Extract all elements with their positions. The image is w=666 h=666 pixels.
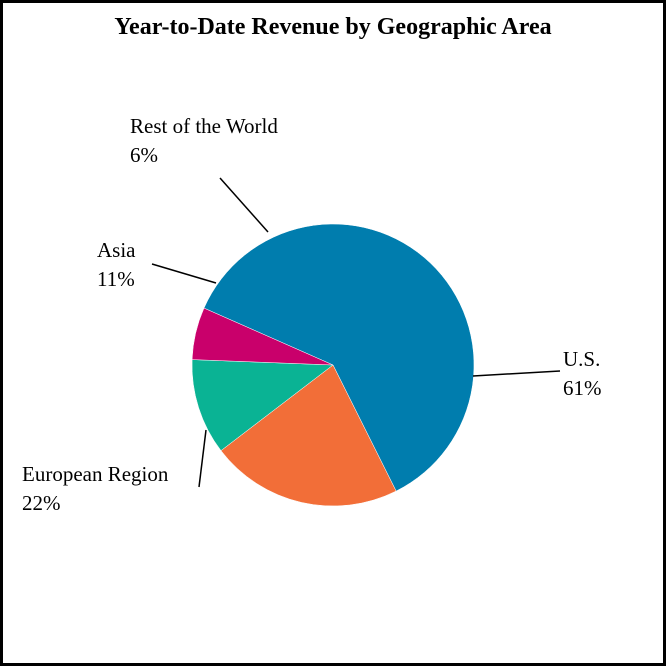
slice-value-asia: 11% xyxy=(97,267,135,291)
slice-value-european-region: 22% xyxy=(22,491,61,515)
pie-slice-asia xyxy=(191,359,334,451)
slice-label-european-region: European Region xyxy=(22,462,169,486)
leader-line-u-s xyxy=(472,370,561,377)
leader-lines xyxy=(151,177,561,488)
leader-line-asia xyxy=(151,263,217,284)
slice-label-rest-of-the-world: Rest of the World xyxy=(130,114,278,138)
chart-title: Year-to-Date Revenue by Geographic Area xyxy=(114,14,552,40)
slice-value-rest-of-the-world: 6% xyxy=(130,143,158,167)
leader-line-european-region xyxy=(198,429,207,488)
leader-line-rest-of-the-world xyxy=(219,177,269,233)
pie-slice-european-region xyxy=(220,364,397,507)
pie-slices xyxy=(191,223,475,507)
slice-label-u-s: U.S. xyxy=(563,347,600,371)
pie-slice-rest-of-the-world xyxy=(191,307,334,366)
slice-value-u-s: 61% xyxy=(563,376,602,400)
slice-label-asia: Asia xyxy=(97,238,136,262)
slice-labels: U.S. 61% European Region 22% Asia 11% Rest of … xyxy=(22,114,602,515)
pie-slice-u-s xyxy=(203,223,475,492)
